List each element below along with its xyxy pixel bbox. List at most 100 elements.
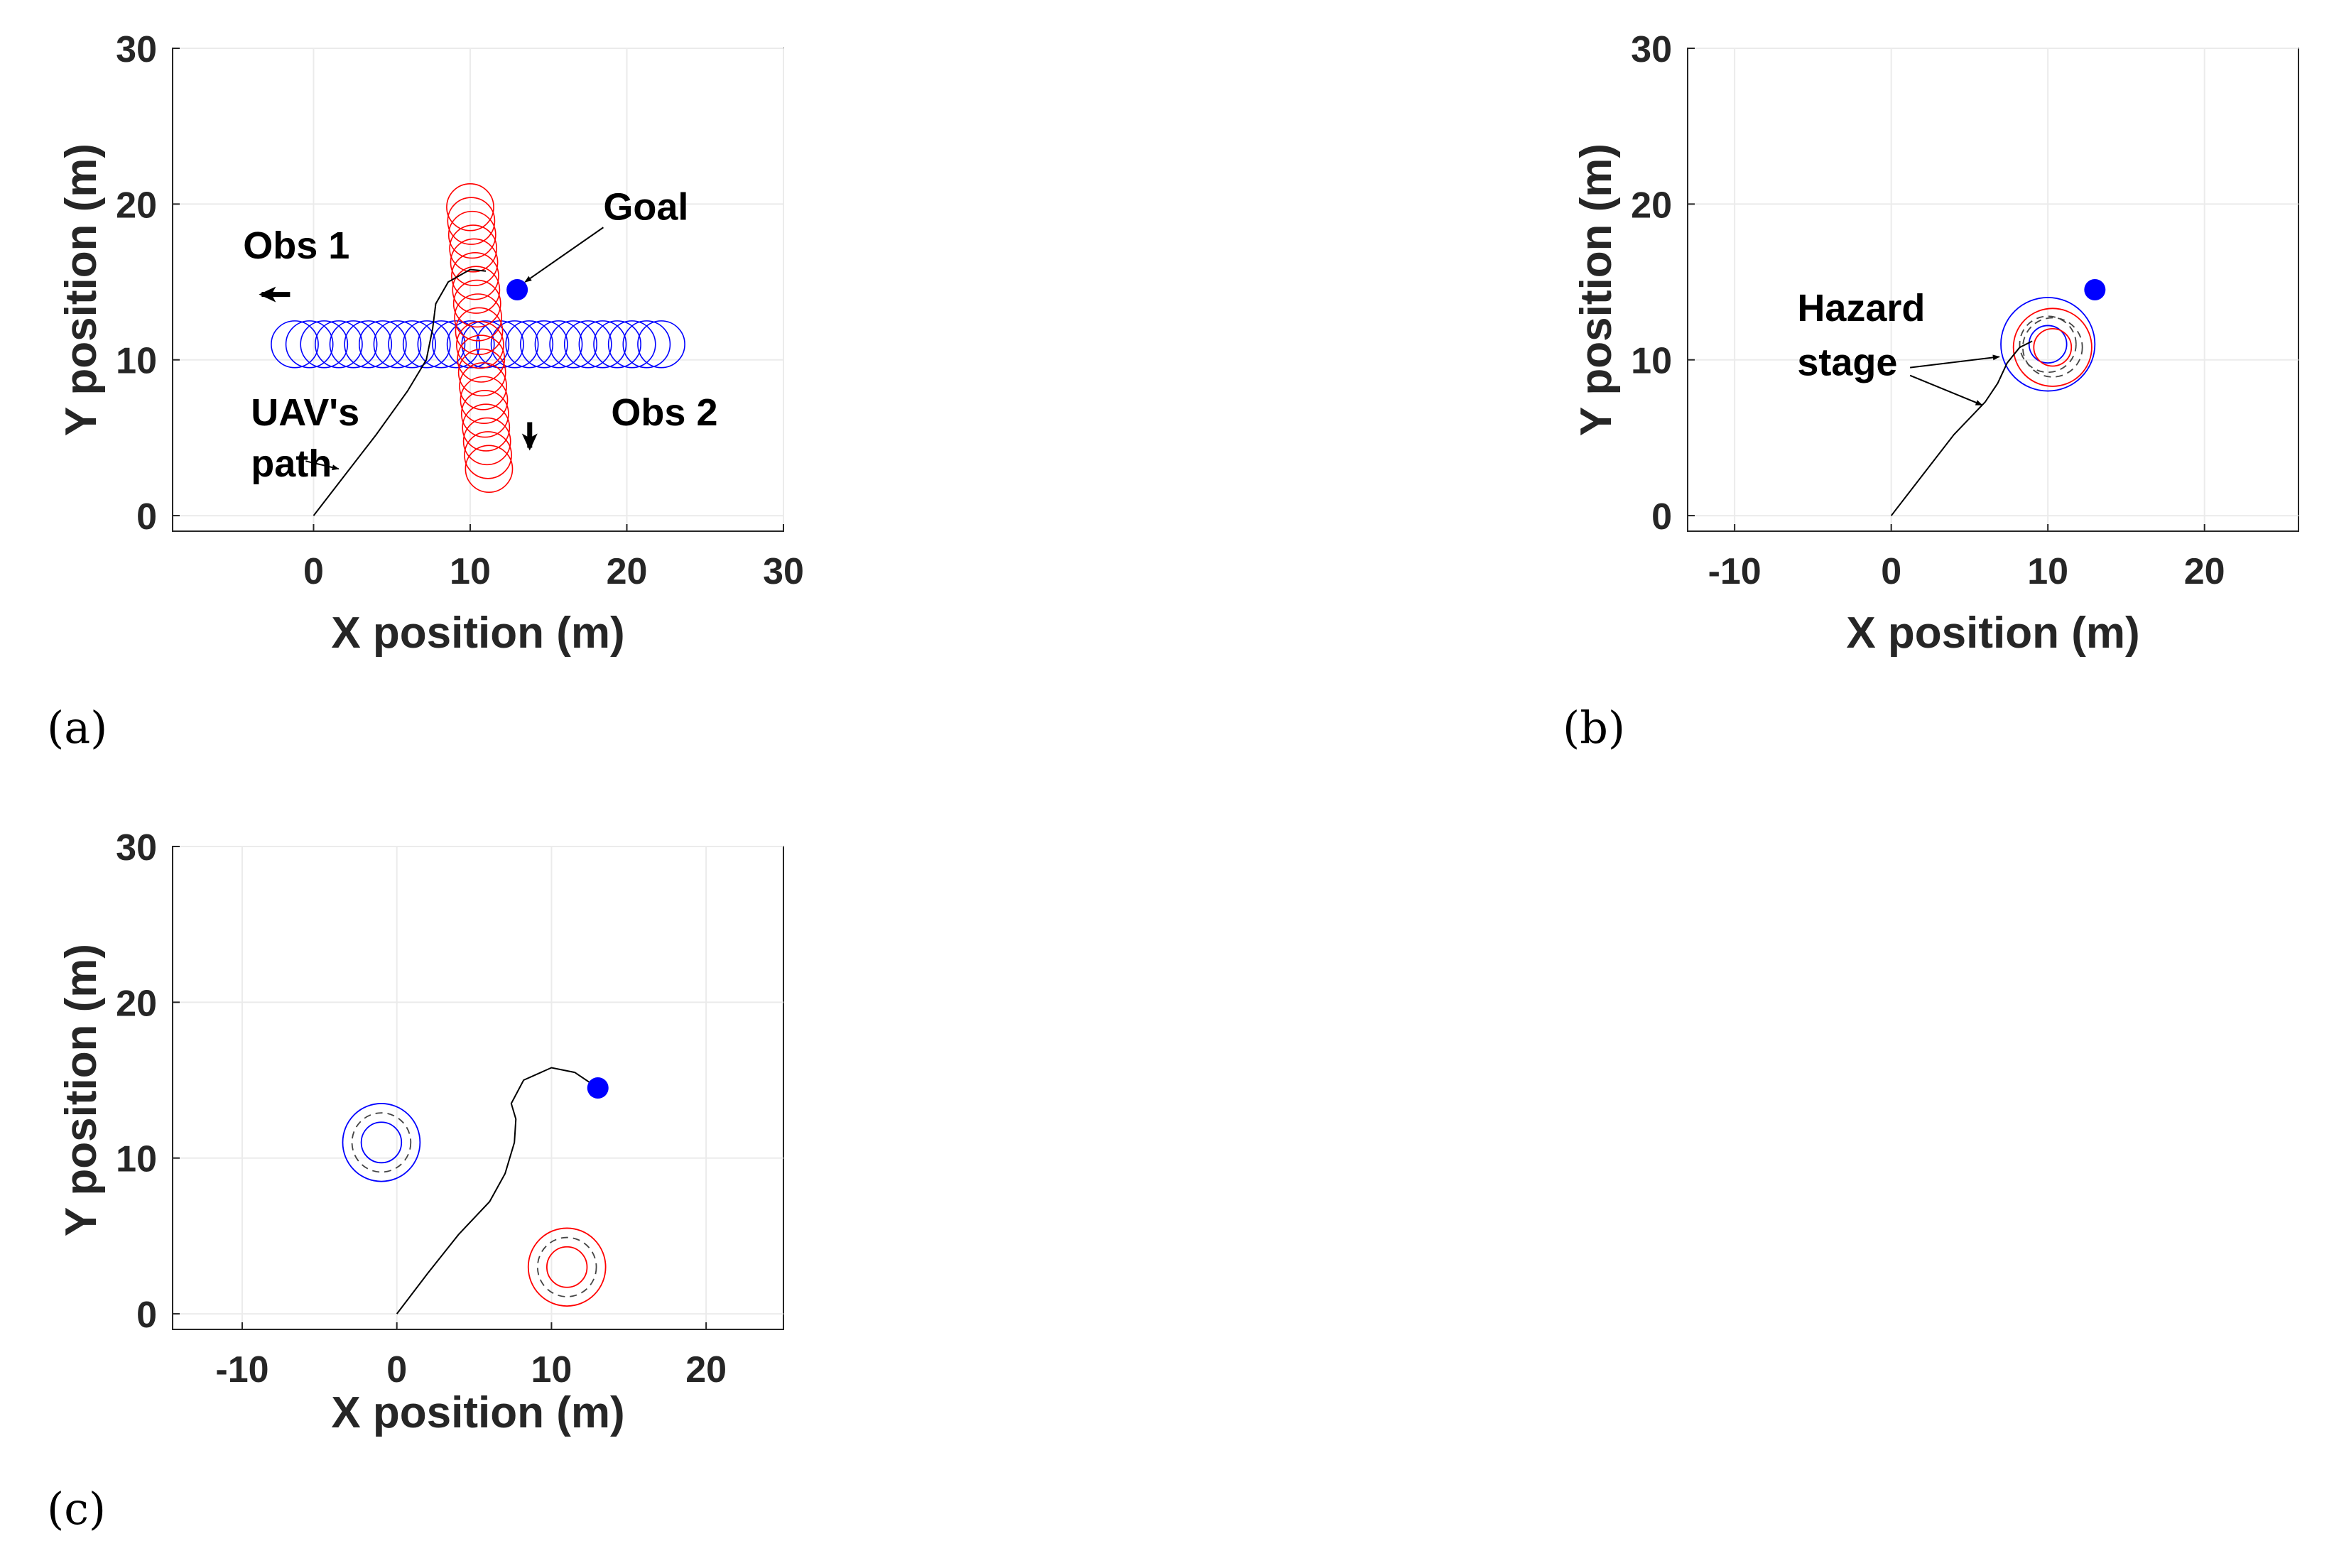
obs2-trail-circle (460, 376, 509, 424)
obs1-ring (360, 1121, 403, 1164)
y-tick-label: 30 (1631, 29, 1672, 70)
x-tick-label: 0 (303, 551, 324, 592)
obs1-trail-circle (315, 320, 363, 369)
obs2-safety-ring (2021, 317, 2083, 378)
obs1-trail-circle (637, 320, 685, 369)
annotation-text: Obs 1 (243, 224, 349, 267)
panel-label-c: (c) (47, 1483, 106, 1535)
obs2-ring (2012, 307, 2093, 387)
panel-a-tick-labels: 0 10 20 30 0 10 20 30 (116, 29, 804, 592)
panel-a-y-axis-label: Y position (m) (57, 143, 106, 436)
obs1-trail-circle (432, 320, 480, 369)
panel-b-plot-area (1890, 279, 2106, 516)
obs1-trail-circle (622, 320, 671, 369)
obs1-ring (342, 1103, 421, 1182)
x-tick-label: -10 (215, 1349, 268, 1390)
obs1-trail-circle (388, 320, 436, 369)
y-tick-label: 10 (116, 341, 157, 382)
obs1-trail-circle (402, 320, 451, 369)
obs1-trail-circle (520, 320, 568, 369)
panel-c-plot-area (342, 1067, 609, 1314)
y-tick-label: 0 (136, 1295, 157, 1336)
goal-marker (2084, 279, 2106, 300)
x-tick-label: 10 (531, 1349, 572, 1390)
obs1-safety-ring (351, 1112, 412, 1173)
panel-c-x-axis-label: X position (m) (331, 1388, 624, 1437)
panel-a-x-axis-label: X position (m) (331, 609, 624, 658)
panel-label-a: (a) (47, 702, 107, 753)
obs2-trail-circle (452, 266, 501, 314)
obs1-trail-circle (563, 320, 612, 369)
obs1-trail-circle (607, 320, 656, 369)
uav-path-line (1890, 340, 2033, 516)
annotation-arrow (1909, 374, 1983, 406)
panel-b-annotations: Hazard stage (1797, 287, 2000, 406)
y-tick-label: 30 (116, 827, 157, 869)
obs2-trail-circle (454, 293, 502, 342)
panel-a-plot-area (271, 183, 685, 516)
y-tick-label: 0 (1651, 496, 1672, 538)
obs1-trail-circle (285, 320, 334, 369)
panel-c-gridlines (173, 846, 783, 1329)
obs2-trail-circle (450, 238, 499, 287)
x-tick-label: 10 (450, 551, 491, 592)
obs2-trail-circle (447, 210, 496, 259)
obs2-trail-circle (447, 197, 496, 245)
obs2-trail-circle (462, 403, 511, 452)
x-tick-label: 0 (386, 1349, 407, 1390)
obs1-trail-circle (505, 320, 554, 369)
obs2-trail-circle (457, 334, 506, 383)
annotation-text: Hazard (1797, 287, 1925, 330)
obs2-ring (545, 1246, 588, 1288)
annotation-arrow (305, 460, 340, 471)
annotation-arrow (524, 227, 604, 283)
y-tick-label: 10 (116, 1139, 157, 1180)
obs1-trail-circle (593, 320, 641, 369)
panel-label-b: (b) (1563, 702, 1625, 753)
uav-path-line (313, 268, 487, 516)
obs1-trail-circle (578, 320, 627, 369)
obs2-safety-ring (536, 1236, 597, 1297)
obs1-trail-circle (446, 320, 495, 369)
y-tick-label: 20 (116, 185, 157, 226)
panel-c-y-axis-label: Y position (m) (57, 944, 106, 1236)
panel-b-chart: -10 0 10 20 0 10 20 30 X position (m) Y positio… (1572, 29, 2299, 658)
x-tick-label: 20 (607, 551, 648, 592)
panel-b-x-axis-label: X position (m) (1846, 609, 2139, 658)
annotation-text: stage (1797, 342, 1897, 384)
obs2-trail-circle (446, 183, 494, 232)
x-tick-label: 10 (2027, 551, 2068, 592)
obs1-ring (2000, 297, 2096, 392)
obs1-trail-circle (490, 320, 539, 369)
obs2-ring (527, 1227, 607, 1307)
annotation-text: Obs 2 (611, 391, 717, 434)
panel-a-chart: 0 10 20 30 0 10 20 30 X position (m) Y position… (57, 29, 804, 658)
obs2-trail-circle (452, 279, 501, 328)
obs2-trail-circle (456, 320, 504, 369)
x-tick-label: -10 (1708, 551, 1762, 592)
obs2-trail-circle (460, 389, 509, 438)
obs1-trail-circle (534, 320, 583, 369)
obs1-trail-circle (271, 320, 319, 369)
obs1-trail-circle (358, 320, 407, 369)
panel-b-tick-labels: -10 0 10 20 0 10 20 30 (1631, 29, 2225, 592)
panel-b-y-axis-label: Y position (m) (1572, 143, 1621, 436)
panel-c-tick-labels: -10 0 10 20 0 10 20 30 (116, 827, 727, 1390)
annotation-arrow (1910, 354, 2000, 369)
obs2-trail-circle (457, 348, 506, 397)
panel-c-chart: -10 0 10 20 0 10 20 30 X position (m) Y positio… (57, 827, 784, 1437)
y-tick-label: 20 (1631, 185, 1672, 226)
obs1-trail-circle (300, 320, 349, 369)
annotation-text: Goal (603, 185, 688, 228)
obs2-trail-circle (451, 252, 499, 300)
obs1-safety-ring (2019, 315, 2077, 374)
obs1-trail-circle (373, 320, 422, 369)
goal-marker (506, 279, 528, 300)
annotation-text: UAV's (251, 391, 359, 434)
y-tick-label: 30 (116, 29, 157, 70)
x-tick-label: 20 (685, 1349, 727, 1390)
panel-c-axes-box (172, 846, 784, 1330)
goal-marker (587, 1077, 609, 1099)
